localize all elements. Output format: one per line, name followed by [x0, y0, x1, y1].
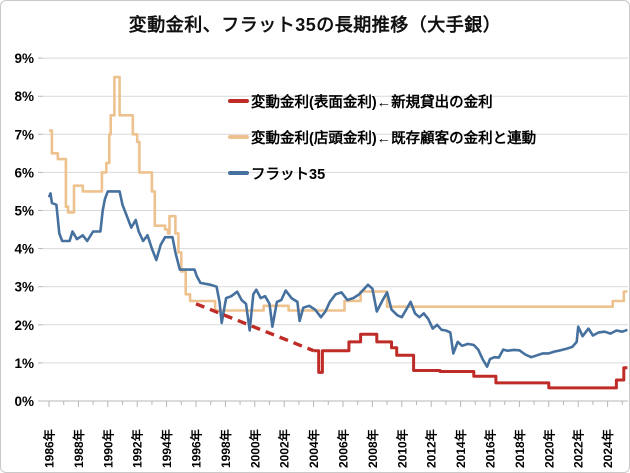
- y-axis-label: 3%: [14, 280, 34, 295]
- x-axis-label: 2022年: [571, 429, 586, 468]
- x-axis-label: 1994年: [159, 429, 174, 468]
- y-axis-label: 1%: [14, 356, 34, 371]
- x-axis-label: 1998年: [218, 429, 233, 468]
- x-axis-label: 1996年: [189, 429, 204, 468]
- series-variable-posted-rate: [49, 75, 628, 312]
- x-axis-label: 2002年: [277, 429, 292, 468]
- chart-title: 変動金利、フラット35の長期推移（大手銀）: [128, 15, 502, 35]
- series-variable-surface-rate-dashed: [195, 302, 315, 353]
- x-axis-label: 1986年: [42, 429, 57, 468]
- y-axis-label: 5%: [14, 204, 34, 219]
- y-axis-label: 9%: [14, 51, 34, 66]
- x-axis-label: 2000年: [247, 429, 262, 468]
- x-axis-label: 2008年: [365, 429, 380, 468]
- y-axis-label: 6%: [14, 165, 34, 180]
- legend-swatch-red-line: [228, 99, 249, 103]
- x-axis-label: 2018年: [512, 429, 527, 468]
- series-variable-surface-rate: [313, 332, 628, 390]
- y-axis-label: 2%: [14, 318, 34, 333]
- x-axis-label: 2012年: [424, 429, 439, 468]
- x-axis-label: 2004年: [306, 429, 321, 468]
- series-flat35: [47, 190, 628, 368]
- x-axis-label: 2014年: [453, 429, 468, 468]
- legend-swatch-blue-line: [228, 171, 249, 175]
- y-axis-label: 7%: [14, 127, 34, 142]
- legend-label-variable-surface-rate: 変動金利(表面金利)←新規貸出の金利: [251, 94, 493, 111]
- legend-label-variable-posted-rate: 変動金利(店頭金利)←既存顧客の金利と連動: [251, 130, 537, 147]
- legend-item-variable-posted-rate: 変動金利(店頭金利)←既存顧客の金利と連動: [228, 119, 536, 155]
- legend-item-variable-surface-rate: 変動金利(表面金利)←新規貸出の金利: [228, 83, 536, 119]
- x-axis-label: 2010年: [394, 429, 409, 468]
- legend: 変動金利(表面金利)←新規貸出の金利 変動金利(店頭金利)←既存顧客の金利と連動…: [228, 83, 536, 191]
- y-axis-label: 0%: [14, 394, 34, 409]
- x-axis-label: 2006年: [336, 429, 351, 468]
- x-axis-label: 2020年: [541, 429, 556, 468]
- x-axis-label: 2016年: [483, 429, 498, 468]
- x-axis-label: 1992年: [130, 429, 145, 468]
- y-axis-label: 4%: [14, 242, 34, 257]
- legend-label-flat35: フラット35: [251, 166, 326, 183]
- legend-swatch-orange-line: [228, 135, 249, 139]
- legend-item-flat35: フラット35: [228, 155, 536, 191]
- x-axis-label: 2024年: [600, 429, 615, 468]
- x-axis-label: 1988年: [71, 429, 86, 468]
- y-axis-label: 8%: [14, 89, 34, 104]
- x-axis-label: 1990年: [100, 429, 115, 468]
